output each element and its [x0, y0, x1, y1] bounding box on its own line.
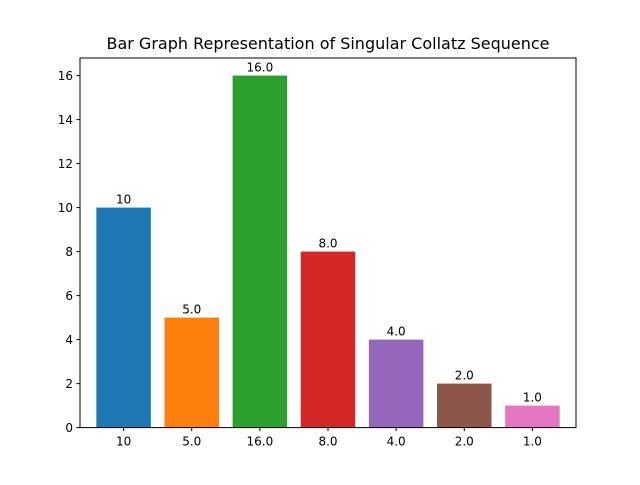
data-label: 10 — [116, 193, 131, 207]
bar-4.0 — [368, 339, 424, 428]
data-label: 2.0 — [455, 369, 474, 383]
x-tick-label: 2.0 — [455, 435, 474, 449]
y-tick-label: 12 — [58, 157, 73, 171]
x-tick-label: 1.0 — [523, 435, 542, 449]
x-axis-ticks: 10 5.0 16.0 8.0 4.0 2.0 1.0 — [116, 427, 542, 449]
bar-16.0 — [232, 75, 288, 428]
y-tick-label: 8 — [65, 245, 73, 259]
x-tick-label: 4.0 — [387, 435, 406, 449]
chart-title: Bar Graph Representation of Singular Col… — [106, 34, 549, 53]
y-tick-label: 16 — [58, 69, 73, 83]
y-tick-label: 14 — [58, 113, 73, 127]
bar-8.0 — [300, 251, 356, 428]
y-tick-label: 6 — [65, 289, 73, 303]
data-label: 16.0 — [247, 61, 274, 75]
y-tick-label: 10 — [58, 201, 73, 215]
x-tick-label: 10 — [116, 435, 131, 449]
data-label: 5.0 — [182, 303, 201, 317]
plot-frame — [79, 57, 577, 429]
x-tick-label: 8.0 — [318, 435, 337, 449]
y-tick-label: 2 — [65, 377, 73, 391]
bar-2.0 — [437, 383, 492, 428]
data-label: 8.0 — [318, 237, 337, 251]
bar-1.0 — [505, 405, 560, 428]
x-tick-label: 5.0 — [182, 435, 201, 449]
bar-10 — [96, 207, 151, 428]
bars-group: 10 5.0 16.0 8.0 4.0 2.0 1.0 — [96, 61, 560, 428]
y-tick-label: 0 — [65, 421, 73, 435]
y-axis-ticks: 0 2 4 6 8 10 12 14 16 — [58, 69, 80, 435]
data-label: 4.0 — [387, 325, 406, 339]
y-tick-label: 4 — [65, 333, 73, 347]
bar-5.0 — [164, 317, 219, 428]
data-label: 1.0 — [523, 391, 542, 405]
x-tick-label: 16.0 — [247, 435, 274, 449]
